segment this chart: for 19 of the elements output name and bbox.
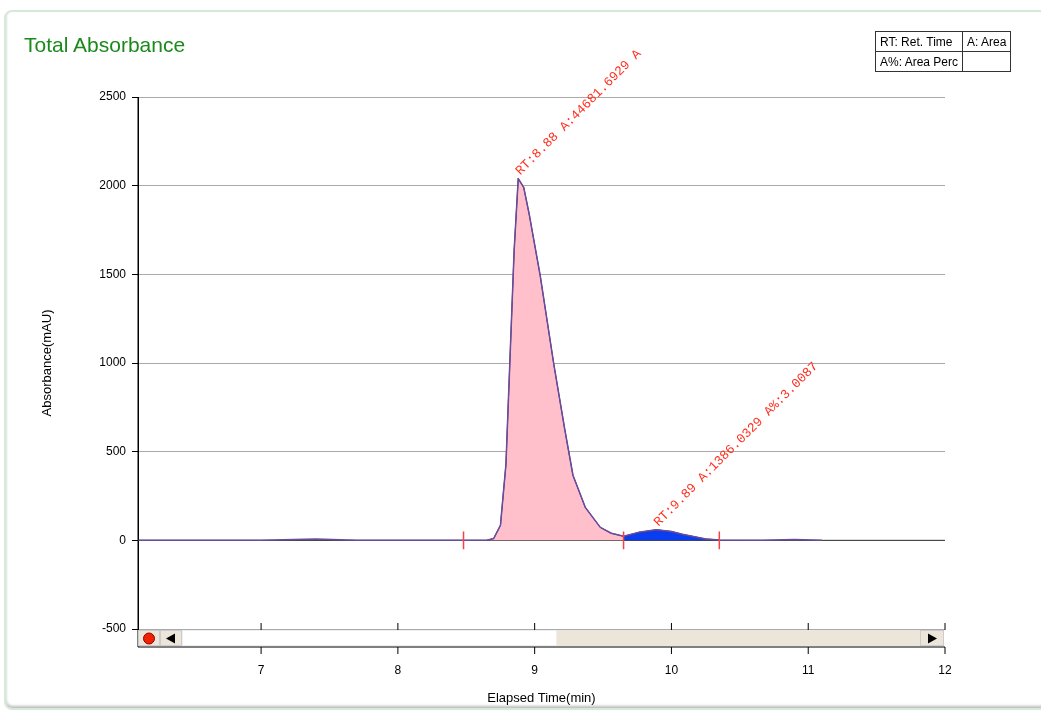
y-tick-label: 0: [119, 532, 127, 547]
x-axis-title: Elapsed Time(min): [487, 689, 596, 705]
x-tick-label: 10: [664, 662, 679, 677]
x-tick-label: 9: [531, 662, 539, 677]
x-tick-label: 12: [938, 662, 952, 677]
y-tick-label: 2500: [99, 89, 127, 104]
x-tick-label: 7: [257, 662, 265, 677]
text: RT: Ret. Time: [875, 31, 963, 52]
y-tick-label: -500: [101, 621, 127, 636]
y-tick-label: 1000: [99, 355, 127, 370]
y-tick-label: 500: [105, 443, 127, 458]
x-tick-label: 11: [801, 662, 815, 677]
text: A: Area: [962, 31, 1011, 52]
x-tick-label: 8: [394, 662, 402, 677]
text: A%: Area Perc: [875, 51, 963, 72]
y-tick-label: 1500: [99, 266, 127, 281]
y-tick-label: 2000: [99, 177, 127, 192]
y-axis-title: Absorbance(mAU): [39, 309, 55, 417]
chart-title: Total Absorbance: [24, 33, 186, 57]
